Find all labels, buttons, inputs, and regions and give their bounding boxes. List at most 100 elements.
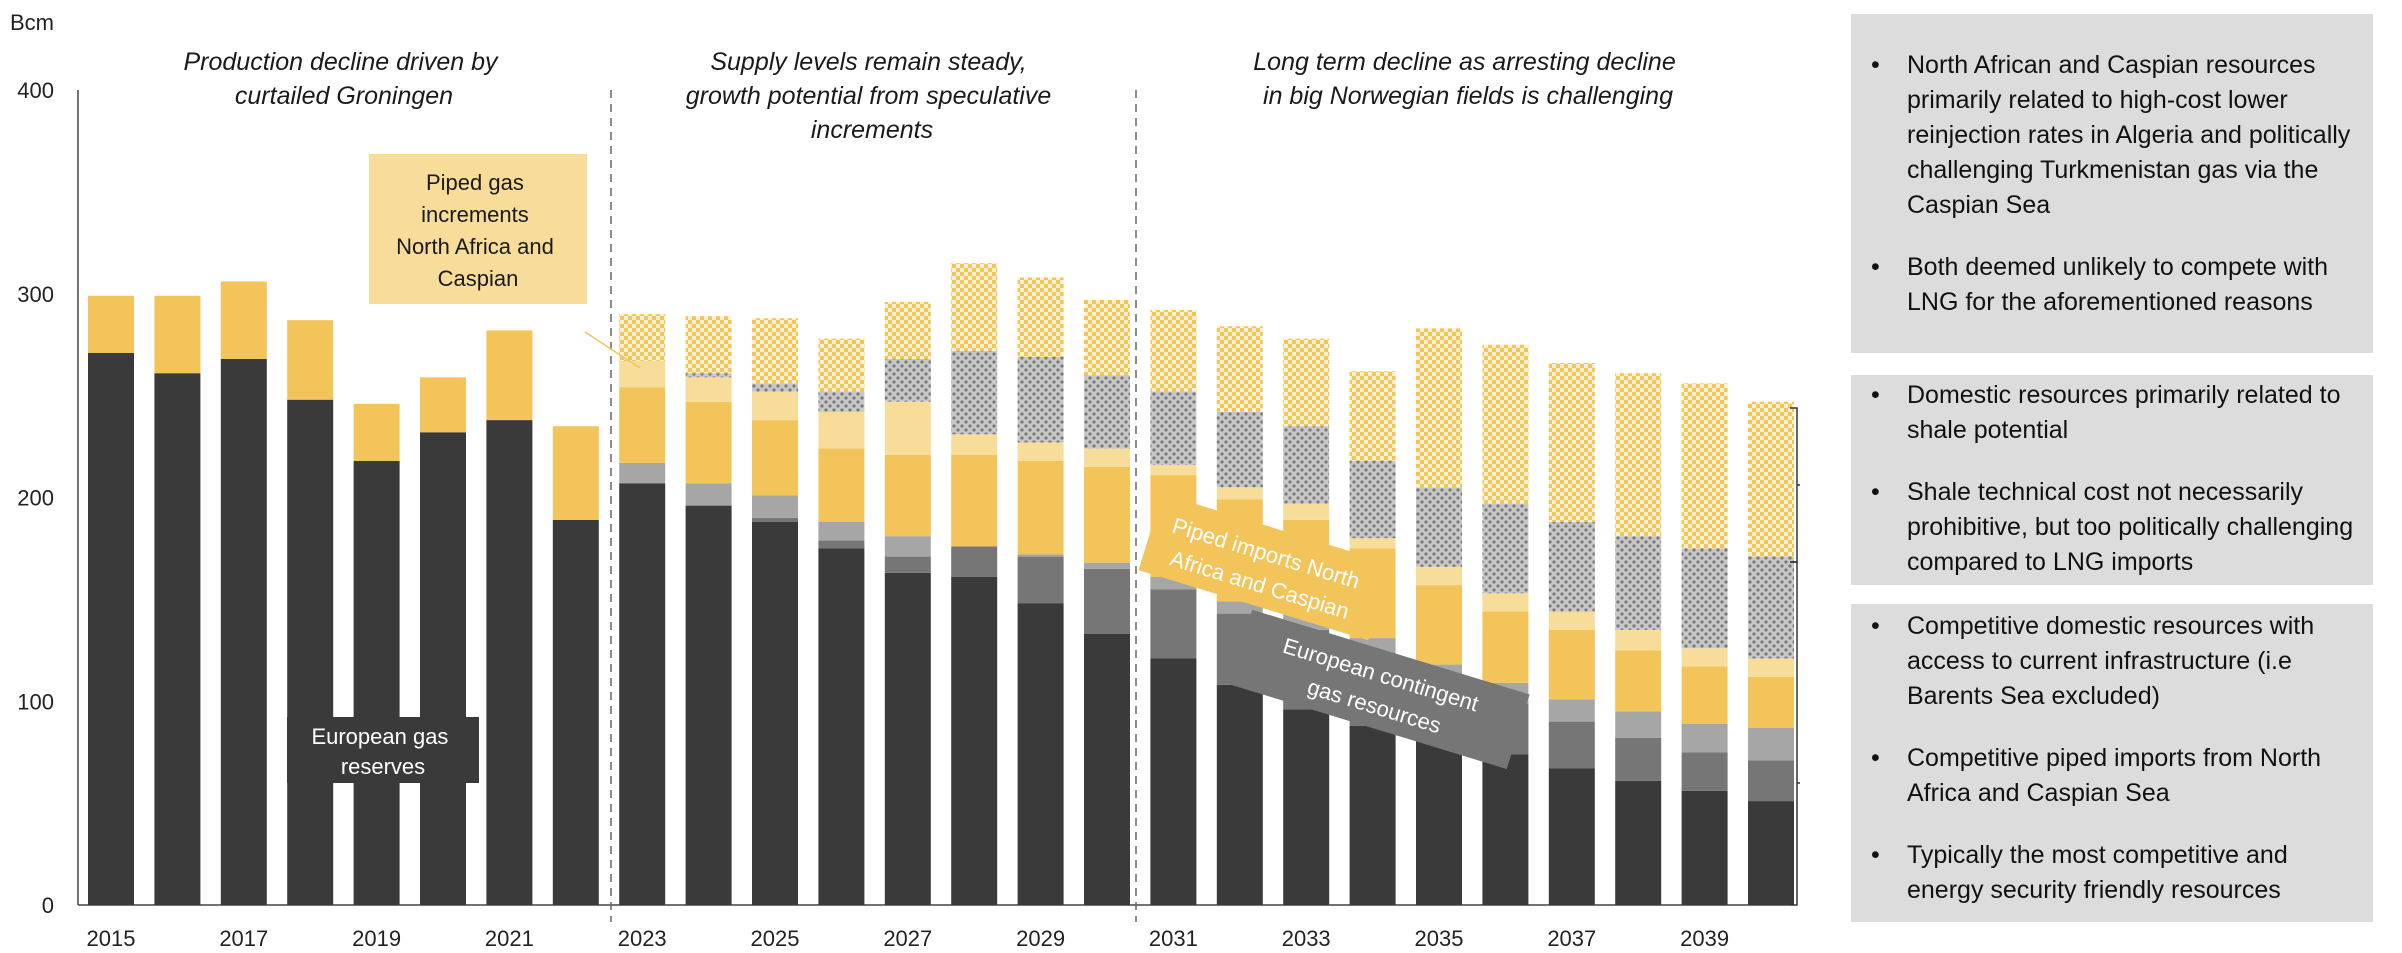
bar-segment-2016-s3 (154, 295, 201, 374)
bar-segment-2032-s4 (1216, 487, 1263, 500)
bar-segment-2029-s5 (1017, 356, 1064, 443)
x-tick-label: 2033 (1282, 926, 1331, 951)
bar-segment-2040-s5 (1748, 556, 1794, 659)
x-tick-label: 2025 (751, 926, 800, 951)
bar-segment-2023-s6 (619, 314, 666, 361)
bar-segment-2031-s5 (1150, 391, 1197, 465)
bar-segment-2015-s3 (88, 295, 134, 353)
bar-segment-2039-s1 (1681, 752, 1728, 791)
bar-segment-2032-s5 (1216, 411, 1263, 488)
y-axis-title: Bcm (10, 10, 54, 35)
bar-segment-2037-s2 (1548, 699, 1595, 722)
bar-segment-2036-s5 (1482, 503, 1529, 594)
bar-segment-2025-s6 (752, 318, 798, 384)
x-tick-label: 2029 (1016, 926, 1065, 951)
bar-segment-2034-s5 (1349, 460, 1396, 539)
x-tick-labels: 2015 2017 2019 2021 2023 2025 2027 2029 2031 2033… (87, 926, 1730, 951)
bar-segment-2024-s6 (685, 316, 732, 374)
bar-segment-2031-s0 (1150, 658, 1197, 905)
bar-segment-2038-s5 (1615, 536, 1662, 630)
bar-segment-2037-s6 (1548, 363, 1595, 522)
bar-segment-2039-s4 (1681, 648, 1728, 667)
bar-segment-2015-s0 (88, 352, 134, 905)
bar-segment-2028-s6 (951, 263, 998, 351)
y-tick-label: 0 (42, 893, 54, 918)
bullet-icon: • (1871, 612, 1880, 640)
y-tick-label: 400 (17, 78, 54, 103)
bar-segment-2025-s0 (752, 522, 798, 906)
bar-segment-2036-s0 (1482, 754, 1529, 905)
bars-group (88, 263, 1794, 906)
y-tick-label: 200 (17, 486, 54, 511)
bar-segment-2032-s0 (1216, 685, 1263, 906)
bar-segment-2030-s0 (1084, 634, 1130, 905)
panel-bullet: • Competitive piped imports from North Af… (1851, 741, 2373, 811)
bar-segment-2039-s6 (1681, 383, 1728, 549)
bar-segment-2036-s6 (1482, 344, 1529, 504)
side-panel-2: • Domestic resources primarily related to… (1851, 375, 2373, 585)
bar-segment-2030-s5 (1084, 375, 1130, 449)
bar-segment-2023-s3 (619, 387, 666, 463)
bar-segment-2028-s5 (951, 350, 998, 435)
panel-bullet: • North African and Caspian resources pri… (1851, 48, 2373, 223)
bar-segment-2025-s5 (752, 383, 798, 392)
bar-segment-2030-s2 (1084, 562, 1130, 569)
bullet-icon: • (1871, 744, 1880, 772)
bar-segment-2038-s4 (1615, 629, 1662, 651)
bar-segment-2038-s2 (1615, 711, 1662, 738)
bullet-icon: • (1871, 478, 1880, 506)
bar-segment-2039-s5 (1681, 548, 1728, 649)
bar-segment-2037-s1 (1548, 721, 1595, 769)
bar-segment-2030-s1 (1084, 568, 1130, 634)
bar-segment-2028-s3 (951, 454, 998, 547)
phase-title-2: Supply levels remain steady, growth pote… (686, 48, 1058, 144)
bar-segment-2035-s5 (1416, 487, 1462, 567)
bar-segment-2025-s1 (752, 517, 798, 522)
bar-segment-2017-s3 (220, 281, 267, 359)
callout-european-gas-reserves: European gas reserves (287, 717, 479, 783)
bar-segment-2027-s1 (884, 556, 931, 573)
panel-bullet: • Domestic resources primarily related to… (1851, 378, 2373, 448)
bar-segment-2023-s4 (619, 361, 666, 388)
bar-segment-2027-s4 (884, 401, 931, 455)
bar-segment-2037-s4 (1548, 611, 1595, 630)
bar-segment-2036-s3 (1482, 611, 1529, 683)
bar-segment-2040-s3 (1748, 676, 1794, 728)
bar-segment-2019-s3 (353, 403, 400, 461)
x-tick-label: 2019 (352, 926, 401, 951)
bar-segment-2027-s5 (884, 358, 931, 402)
bar-segment-2026-s6 (818, 338, 865, 392)
bar-segment-2020-s3 (420, 377, 466, 433)
bar-segment-2030-s3 (1084, 466, 1130, 563)
bar-segment-2024-s0 (685, 505, 732, 905)
x-tick-label: 2037 (1547, 926, 1596, 951)
x-tick-label: 2015 (87, 926, 136, 951)
callout-piped-imports: Piped imports North Africa and Caspian (1138, 493, 1392, 641)
bar-segment-2037-s5 (1548, 521, 1595, 612)
y-tick-label: 300 (17, 282, 54, 307)
y-tick-label: 100 (17, 689, 54, 714)
bar-segment-2035-s3 (1416, 585, 1462, 665)
bar-segment-2028-s1 (951, 546, 998, 577)
bar-segment-2039-s2 (1681, 723, 1728, 753)
bar-segment-2040-s4 (1748, 658, 1794, 677)
bar-segment-2027-s0 (884, 572, 931, 905)
bar-segment-2024-s4 (685, 377, 732, 402)
bar-segment-2033-s5 (1283, 426, 1330, 504)
side-panel-1: • North African and Caspian resources pri… (1851, 14, 2373, 353)
x-tick-label: 2021 (485, 926, 534, 951)
x-tick-label: 2031 (1149, 926, 1198, 951)
bar-segment-2026-s1 (818, 540, 865, 549)
bar-segment-2026-s2 (818, 521, 865, 541)
bar-segment-2022-s3 (552, 426, 599, 520)
svg-text:Piped gas increments: Piped gas increments North Africa and Ca… (396, 170, 560, 291)
bar-segment-2018-s3 (287, 320, 334, 400)
bar-segment-2033-s0 (1283, 709, 1330, 905)
bar-segment-2038-s1 (1615, 737, 1662, 781)
bar-segment-2034-s4 (1349, 538, 1396, 549)
panel-bullet: • Competitive domestic resources with acc… (1851, 609, 2373, 714)
bar-segment-2029-s2 (1017, 554, 1064, 557)
bar-segment-2029-s3 (1017, 460, 1064, 555)
bar-segment-2029-s1 (1017, 556, 1064, 604)
bar-segment-2031-s6 (1150, 310, 1197, 392)
